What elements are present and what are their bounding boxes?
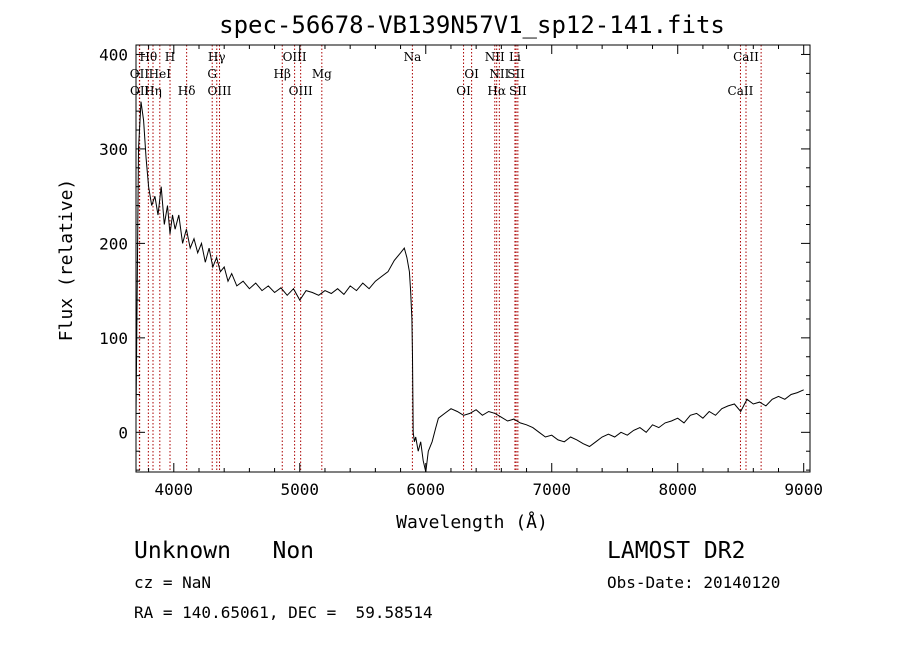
line-label-10: OIII <box>283 50 307 64</box>
y-tick-label-4: 400 <box>99 45 128 64</box>
spectral-line-markers <box>138 45 762 472</box>
plot-frame <box>135 44 811 473</box>
spectral-line-labels: Hθ OII OII H HeI Hη Hδ Hγ G OIII OIII Hβ Mg OIII Na OI O… <box>130 50 759 98</box>
x-tick-label-3: 7000 <box>532 480 571 499</box>
line-label-19: Hα <box>487 84 506 98</box>
line-label-12: Mg <box>312 67 332 81</box>
object-class-text: Unknown Non <box>134 538 315 564</box>
line-label-2: OII <box>130 84 150 98</box>
line-label-21: SII <box>507 67 525 81</box>
line-label-4: HeI <box>149 67 172 81</box>
line-label-22: SII <box>509 84 527 98</box>
line-label-7: Hγ <box>208 50 226 64</box>
y-tick-label-3: 300 <box>99 140 128 159</box>
x-tick-label-0: 4000 <box>155 480 194 499</box>
survey-name-text: LAMOST DR2 <box>607 538 746 564</box>
chart-title: spec-56678-VB139N57V1_sp12-141.fits <box>219 11 725 39</box>
line-label-16: OI <box>456 84 471 98</box>
x-tick-label-1: 5000 <box>281 480 320 499</box>
line-label-9: OIII <box>207 84 231 98</box>
line-label-17: NII <box>485 50 505 64</box>
y-tick-label-2: 200 <box>99 234 128 253</box>
line-label-20: Li <box>509 50 521 64</box>
line-label-15: OI <box>464 67 479 81</box>
x-tick-label-5: 9000 <box>784 480 823 499</box>
line-label-13: OIII <box>289 84 313 98</box>
line-label-6: Hδ <box>178 84 196 98</box>
line-label-18: NII <box>489 67 509 81</box>
line-label-3: H <box>165 50 175 64</box>
y-axis-label: Flux (relative) <box>56 179 77 342</box>
line-label-24: CaII <box>728 84 754 98</box>
redshift-text: cz = NaN <box>134 573 212 592</box>
y-tick-label-1: 100 <box>99 329 128 348</box>
x-axis: 4000 5000 6000 7000 8000 9000 <box>148 45 823 499</box>
x-tick-label-2: 6000 <box>406 480 445 499</box>
line-label-0: Hθ <box>139 50 157 64</box>
coordinates-text: RA = 140.65061, DEC = 59.58514 <box>134 603 433 622</box>
line-label-1: OII <box>130 67 150 81</box>
x-axis-label: Wavelength (Å) <box>396 511 548 533</box>
x-tick-label-4: 8000 <box>658 480 697 499</box>
y-tick-label-0: 0 <box>118 423 128 442</box>
line-label-5: Hη <box>144 84 162 98</box>
line-label-11: Hβ <box>274 67 291 81</box>
spectrum-series-line <box>135 101 804 473</box>
line-label-23: CaII <box>733 50 759 64</box>
observation-date-text: Obs-Date: 20140120 <box>607 573 781 592</box>
y-axis: 0 100 200 300 400 <box>99 45 810 471</box>
line-label-8: G <box>207 67 217 81</box>
line-label-14: Na <box>404 50 422 64</box>
